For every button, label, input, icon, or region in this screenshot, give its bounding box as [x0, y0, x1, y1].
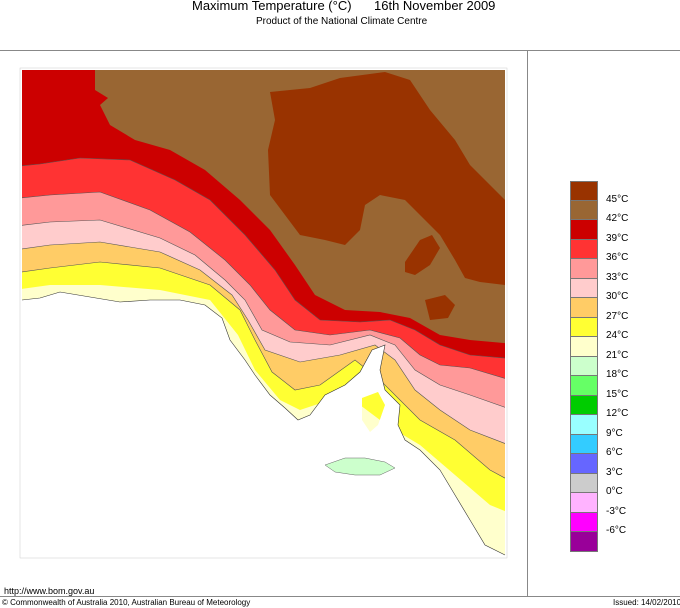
- legend-label: -3°C: [606, 505, 627, 517]
- legend-label: 6°C: [606, 447, 623, 458]
- legend-label: 42°C: [606, 213, 629, 224]
- legend-swatch: [570, 454, 598, 474]
- legend-swatch: [570, 278, 598, 298]
- map-subtitle: Product of the National Climate Centre: [256, 16, 428, 27]
- color-legend: [570, 181, 598, 552]
- legend-swatch: [570, 298, 598, 318]
- legend-label: 30°C: [606, 291, 629, 302]
- legend-swatch: [570, 473, 598, 493]
- legend-label: 27°C: [606, 310, 629, 322]
- legend-label: 45°C: [606, 193, 629, 205]
- copyright-notice: © Commonwealth of Australia 2010, Austra…: [2, 598, 251, 607]
- legend-swatch: [570, 512, 598, 532]
- issued-date: Issued: 14/02/2010: [613, 598, 680, 607]
- map-frame: [0, 50, 680, 597]
- legend-swatch: [570, 239, 598, 259]
- legend-swatch: [570, 200, 598, 220]
- kangaroo-island: [324, 457, 396, 476]
- legend-swatch: [570, 181, 598, 201]
- legend-label: 24°C: [606, 330, 629, 341]
- legend-swatch: [570, 337, 598, 357]
- legend-swatch: [570, 532, 598, 552]
- legend-swatch: [570, 415, 598, 435]
- legend-label: 9°C: [606, 427, 623, 439]
- legend-label: 3°C: [606, 466, 623, 478]
- legend-swatch: [570, 220, 598, 240]
- legend-label: 0°C: [606, 486, 623, 497]
- legend-label: 36°C: [606, 252, 629, 263]
- temperature-map: [19, 67, 508, 559]
- band-above-45: [425, 295, 455, 320]
- band-above-45: [405, 235, 440, 275]
- legend-swatch: [570, 493, 598, 513]
- legend-label: 12°C: [606, 408, 629, 419]
- legend-label: 39°C: [606, 232, 629, 244]
- legend-swatch: [570, 376, 598, 396]
- legend-swatch: [570, 434, 598, 454]
- map-date: 16th November 2009: [374, 0, 496, 13]
- legend-label: 18°C: [606, 369, 629, 380]
- map-border: [19, 67, 508, 559]
- source-url[interactable]: http://www.bom.gov.au: [4, 586, 95, 596]
- legend-label: 21°C: [606, 349, 629, 361]
- legend-label: 33°C: [606, 271, 629, 283]
- map-title: Maximum Temperature (°C): [192, 0, 352, 13]
- legend-swatch: [570, 395, 598, 415]
- legend-swatch: [570, 259, 598, 279]
- band-above-45: [268, 72, 505, 285]
- legend-divider: [527, 50, 528, 597]
- legend-swatch: [570, 356, 598, 376]
- legend-label: 15°C: [606, 388, 629, 400]
- coastline: [21, 291, 506, 556]
- legend-swatch: [570, 317, 598, 337]
- legend-label: -6°C: [606, 525, 627, 536]
